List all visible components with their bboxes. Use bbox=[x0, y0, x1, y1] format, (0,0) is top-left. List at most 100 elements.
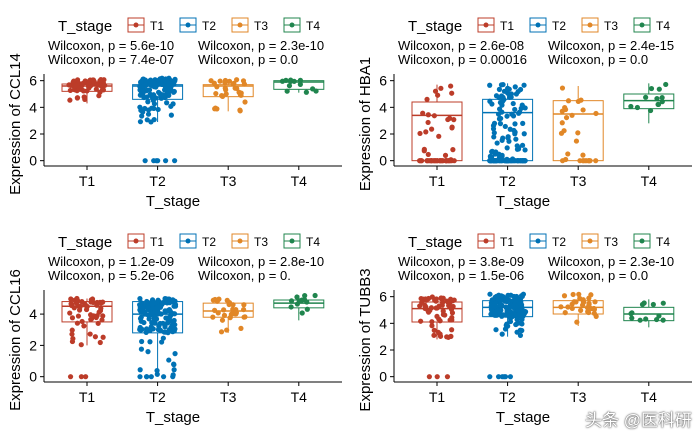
data-point bbox=[161, 76, 167, 83]
legend-key-dot bbox=[289, 238, 295, 244]
data-point bbox=[67, 310, 73, 316]
annotations: Wilcoxon, p = 1.2e-09 Wilcoxon, p = 2.8e-… bbox=[48, 254, 324, 283]
data-point bbox=[69, 327, 75, 333]
data-point bbox=[438, 296, 445, 302]
data-point bbox=[500, 98, 506, 104]
y-tick-label: 4 bbox=[29, 99, 37, 115]
data-point bbox=[446, 302, 452, 309]
data-point bbox=[504, 309, 510, 315]
y-axis-label: Expression of CCL14 bbox=[7, 53, 24, 195]
data-point bbox=[514, 313, 520, 319]
data-point bbox=[99, 86, 106, 93]
legend-key-dot bbox=[237, 22, 243, 28]
data-point bbox=[304, 306, 310, 312]
data-point bbox=[559, 120, 565, 126]
p-value-annotation: Wilcoxon, p = 0.0 bbox=[548, 268, 648, 283]
data-point bbox=[584, 304, 591, 311]
data-point bbox=[155, 106, 161, 113]
data-point bbox=[145, 349, 151, 355]
data-point bbox=[138, 314, 144, 320]
data-point bbox=[221, 307, 227, 313]
data-point bbox=[434, 374, 440, 380]
data-point bbox=[219, 93, 225, 99]
data-point bbox=[288, 77, 294, 83]
data-point bbox=[429, 126, 435, 132]
legend-label-T2: T2 bbox=[552, 19, 566, 33]
data-point bbox=[143, 82, 149, 88]
data-point bbox=[79, 318, 85, 325]
data-point bbox=[83, 374, 89, 380]
data-point bbox=[164, 308, 171, 314]
data-point bbox=[139, 113, 145, 119]
data-point bbox=[170, 329, 176, 335]
data-point bbox=[226, 301, 232, 308]
annotations: Wilcoxon, p = 5.6e-10 Wilcoxon, p = 2.3e-… bbox=[48, 38, 324, 67]
data-point bbox=[219, 317, 226, 323]
data-point bbox=[440, 308, 446, 314]
x-tick-label-T2: T2 bbox=[499, 389, 516, 405]
data-point bbox=[213, 90, 219, 97]
legend-key-dot bbox=[133, 22, 139, 28]
data-point bbox=[425, 151, 431, 158]
data-point bbox=[137, 326, 143, 333]
data-point bbox=[559, 108, 565, 114]
y-tick-label: 2 bbox=[29, 126, 37, 142]
data-point bbox=[140, 305, 147, 311]
data-point bbox=[71, 78, 77, 84]
data-point bbox=[151, 306, 157, 312]
y-tick-label: 6 bbox=[379, 289, 387, 305]
data-point bbox=[169, 322, 175, 329]
data-point bbox=[210, 314, 216, 320]
data-point bbox=[496, 106, 503, 112]
data-point bbox=[559, 85, 566, 91]
data-point bbox=[559, 158, 566, 164]
x-tick-label-T2: T2 bbox=[149, 173, 166, 189]
data-point bbox=[565, 98, 572, 104]
data-point bbox=[233, 310, 239, 316]
data-point bbox=[506, 86, 512, 92]
data-point bbox=[448, 296, 454, 302]
data-point bbox=[497, 309, 503, 315]
data-point bbox=[224, 297, 230, 303]
data-point bbox=[449, 327, 455, 333]
data-point bbox=[491, 120, 498, 126]
data-point bbox=[152, 300, 158, 306]
p-value-annotation: Wilcoxon, p = 0.00016 bbox=[398, 52, 527, 67]
data-point bbox=[498, 302, 504, 308]
data-point bbox=[144, 298, 150, 305]
data-point bbox=[302, 293, 308, 299]
data-point bbox=[436, 133, 442, 139]
data-point bbox=[100, 313, 106, 319]
data-point bbox=[571, 299, 577, 305]
x-axis-label: T_stage bbox=[146, 409, 200, 426]
data-point bbox=[494, 140, 500, 146]
data-point bbox=[517, 327, 523, 333]
data-point bbox=[165, 85, 172, 92]
panel-2: T_stage T1 T2 T3 T4 0 2 4 T1 T2 T3 T4 T_stage Express… bbox=[7, 233, 342, 426]
data-point bbox=[208, 78, 214, 84]
watermark: 头条 @医科研 bbox=[585, 411, 692, 430]
data-point bbox=[164, 100, 170, 106]
x-tick-label-T4: T4 bbox=[291, 389, 308, 405]
data-point bbox=[443, 158, 449, 164]
x-tick-label-T1: T1 bbox=[429, 389, 446, 405]
data-point bbox=[438, 85, 444, 91]
data-point bbox=[147, 92, 153, 98]
data-point bbox=[507, 318, 514, 325]
data-point bbox=[144, 117, 150, 123]
data-point bbox=[230, 81, 236, 87]
data-point bbox=[237, 92, 244, 98]
legend-key-dot bbox=[289, 22, 295, 28]
data-point bbox=[98, 76, 104, 83]
data-point bbox=[172, 351, 178, 357]
data-point bbox=[521, 82, 527, 88]
data-point bbox=[77, 303, 83, 309]
data-point bbox=[139, 338, 145, 345]
data-point bbox=[493, 327, 499, 333]
legend-label-T3: T3 bbox=[254, 235, 268, 249]
data-point bbox=[515, 146, 522, 152]
annotations: Wilcoxon, p = 2.6e-08 Wilcoxon, p = 2.4e-… bbox=[398, 38, 674, 67]
x-tick-label-T4: T4 bbox=[291, 173, 308, 189]
data-point bbox=[74, 95, 81, 101]
data-point bbox=[517, 86, 524, 93]
